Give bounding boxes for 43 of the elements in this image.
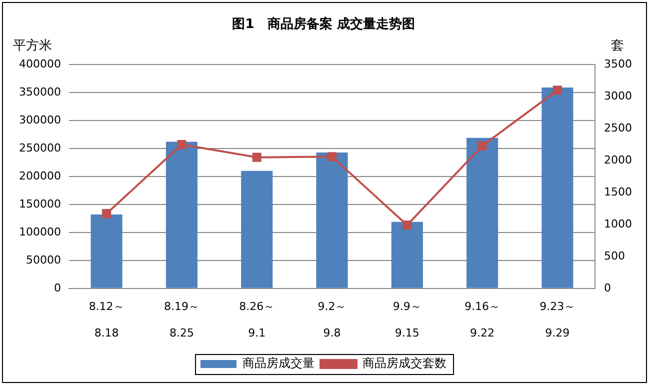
chart-title: 图1 商品房备案 成交量走势图: [232, 16, 415, 32]
point: [177, 140, 186, 150]
category-label: 9.23～9.29: [540, 300, 576, 340]
bar: [542, 88, 574, 288]
y2-tick-label: 1000: [604, 217, 632, 230]
y-tick-label: 250000: [18, 141, 61, 154]
y-tick-label: 400000: [18, 57, 61, 70]
point: [252, 152, 262, 162]
y-tick-label: 300000: [18, 113, 61, 126]
bar: [466, 138, 498, 288]
y-axis-title: 平方米: [13, 37, 52, 54]
point: [552, 86, 562, 95]
y2-tick-label: 500: [604, 249, 626, 262]
category-label: 8.12～8.18: [88, 300, 124, 340]
y-tick-label: 100000: [18, 225, 61, 238]
point: [102, 209, 112, 218]
category-label: 9.2～9.8: [318, 300, 346, 340]
y-tick-label: 350000: [18, 85, 61, 98]
bar: [166, 142, 198, 288]
y2-tick-label: 2000: [604, 153, 632, 166]
y-tick-label: 0: [54, 281, 61, 294]
category-label: 9.9～9.15: [392, 300, 422, 340]
point: [327, 152, 337, 162]
y2-tick-label: 3500: [604, 57, 632, 70]
bar: [90, 214, 122, 288]
point: [478, 141, 487, 150]
legend-label: 商品房成交量: [242, 356, 314, 370]
y-tick-label: 150000: [18, 197, 61, 210]
y-tick-label: 200000: [18, 169, 61, 182]
bar: [241, 170, 273, 288]
category-label: 8.19～8.25: [164, 300, 200, 340]
y2-tick-label: 3000: [604, 89, 632, 102]
legend-label: 商品房成交套数: [362, 356, 446, 370]
y2-tick-label: 1500: [604, 185, 632, 198]
bar: [391, 222, 423, 288]
y2-tick-label: 0: [604, 281, 612, 294]
y2-tick-label: 2500: [604, 121, 632, 134]
point: [402, 220, 412, 230]
category-label: 8.26～9.1: [239, 300, 275, 340]
category-label: 9.16～9.22: [464, 300, 500, 340]
y2-axis-title: 套: [611, 38, 624, 54]
y-tick-label: 50000: [26, 253, 61, 266]
bar: [316, 152, 348, 288]
